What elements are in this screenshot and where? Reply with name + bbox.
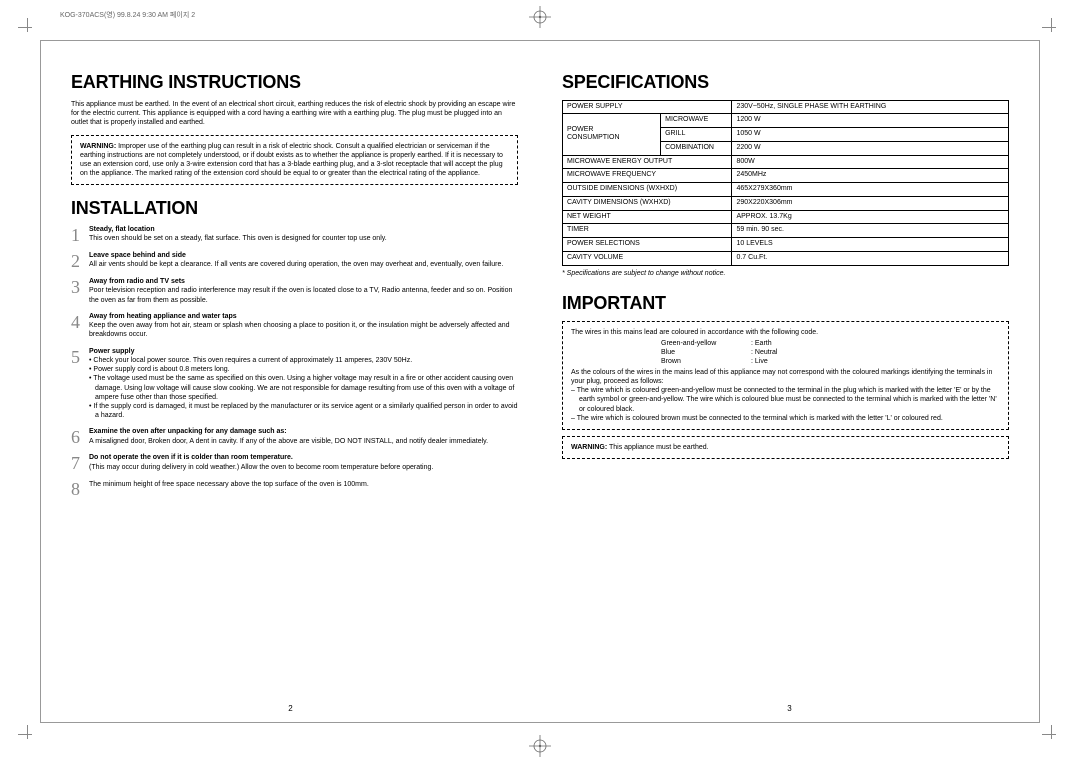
spec-value: 1200 W	[732, 114, 1009, 128]
spec-value: 290X220X306mm	[732, 196, 1009, 210]
install-title: Examine the oven after unpacking for any…	[89, 428, 518, 437]
spec-label: NET WEIGHT	[563, 210, 732, 224]
warning-label-2: WARNING:	[571, 444, 607, 451]
wire-row: Green-and-yellow: Earth	[661, 339, 801, 348]
earthing-warning-box: WARNING: Improper use of the earthing pl…	[71, 135, 518, 185]
wire-color: Green-and-yellow	[661, 339, 751, 348]
important-bullet: The wire which is coloured green-and-yel…	[571, 386, 1000, 413]
wire-row: Blue: Neutral	[661, 348, 801, 357]
spec-label: POWER SUPPLY	[563, 100, 732, 114]
install-number: 7	[71, 454, 89, 472]
install-item: 4Away from heating appliance and water t…	[71, 313, 518, 340]
heading-installation: Installation	[71, 197, 518, 220]
spec-note: * Specifications are subject to change w…	[562, 270, 1009, 279]
spec-label: MICROWAVE FREQUENCY	[563, 169, 732, 183]
install-number: 8	[71, 480, 89, 498]
install-text: (This may occur during delivery in cold …	[89, 463, 518, 472]
spec-label: OUTSIDE DIMENSIONS (WXHXD)	[563, 183, 732, 197]
page-spread: Earthing Instructions This appliance mus…	[40, 40, 1040, 723]
install-item: 1Steady, flat locationThis oven should b…	[71, 226, 518, 244]
spec-sublabel: COMBINATION	[661, 141, 732, 155]
install-text: Keep the oven away from hot air, steam o…	[89, 321, 518, 339]
wire-meaning: : Earth	[751, 339, 801, 348]
important-line1: The wires in this mains lead are coloure…	[571, 328, 1000, 337]
wire-color: Brown	[661, 357, 751, 366]
install-title: Power supply	[89, 348, 518, 357]
spec-value: APPROX. 13.7Kg	[732, 210, 1009, 224]
install-title: Do not operate the oven if it is colder …	[89, 454, 518, 463]
install-title: Steady, flat location	[89, 226, 518, 235]
warning-box-2: WARNING: This appliance must be earthed.	[562, 436, 1009, 459]
page-left: Earthing Instructions This appliance mus…	[41, 41, 540, 722]
header-slug: KOG-370ACS(영) 99.8.24 9:30 AM 페이지 2	[60, 10, 195, 20]
spec-value: 2450MHz	[732, 169, 1009, 183]
install-text: A misaligned door, Broken door, A dent i…	[89, 437, 518, 446]
page-number-left: 2	[288, 704, 292, 714]
install-title: Away from radio and TV sets	[89, 278, 518, 287]
page-number-right: 3	[787, 704, 791, 714]
spec-value: 59 min. 90 sec.	[732, 224, 1009, 238]
wire-row: Brown: Live	[661, 357, 801, 366]
spec-label: POWERCONSUMPTION	[563, 114, 661, 155]
install-item: 3Away from radio and TV setsPoor televis…	[71, 278, 518, 305]
page-right: Specifications POWER SUPPLY230V~50Hz, SI…	[540, 41, 1039, 722]
spec-label: CAVITY VOLUME	[563, 251, 732, 265]
install-number: 3	[71, 278, 89, 305]
wire-meaning: : Neutral	[751, 348, 801, 357]
important-box: The wires in this mains lead are coloure…	[562, 321, 1009, 430]
spec-table: POWER SUPPLY230V~50Hz, SINGLE PHASE WITH…	[562, 100, 1009, 266]
earthing-warning-text: Improper use of the earthing plug can re…	[80, 143, 503, 177]
install-number: 2	[71, 252, 89, 270]
spec-label: POWER SELECTIONS	[563, 238, 732, 252]
heading-earthing: Earthing Instructions	[71, 71, 518, 94]
install-text: The minimum height of free space necessa…	[89, 480, 518, 489]
install-item: 5Power supply• Check your local power so…	[71, 348, 518, 420]
spec-sublabel: GRILL	[661, 128, 732, 142]
install-item: 2Leave space behind and sideAll air vent…	[71, 252, 518, 270]
important-bullets: The wire which is coloured green-and-yel…	[571, 386, 1000, 422]
spec-value: 800W	[732, 155, 1009, 169]
install-number: 6	[71, 428, 89, 446]
important-para: As the colours of the wires in the mains…	[571, 368, 1000, 386]
installation-list: 1Steady, flat locationThis oven should b…	[71, 226, 518, 498]
warning-text-2: This appliance must be earthed.	[607, 444, 708, 451]
spec-value: 0.7 Cu.Ft.	[732, 251, 1009, 265]
install-item: 7Do not operate the oven if it is colder…	[71, 454, 518, 472]
wire-meaning: : Live	[751, 357, 801, 366]
wire-color-table: Green-and-yellow: EarthBlue: NeutralBrow…	[661, 339, 801, 366]
earthing-intro: This appliance must be earthed. In the e…	[71, 100, 518, 127]
spec-label: CAVITY DIMENSIONS (WXHXD)	[563, 196, 732, 210]
install-text: All air vents should be kept a clearance…	[89, 260, 518, 269]
install-text: Poor television reception and radio inte…	[89, 286, 518, 304]
install-item: 6Examine the oven after unpacking for an…	[71, 428, 518, 446]
install-number: 5	[71, 348, 89, 420]
spec-value: 230V~50Hz, SINGLE PHASE WITH EARTHING	[732, 100, 1009, 114]
spec-value: 465X279X360mm	[732, 183, 1009, 197]
warning-label: WARNING:	[80, 143, 116, 150]
install-title: Leave space behind and side	[89, 252, 518, 261]
spec-value: 2200 W	[732, 141, 1009, 155]
install-bullets: • Check your local power source. This ov…	[89, 356, 518, 420]
install-number: 4	[71, 313, 89, 340]
spec-value: 10 LEVELS	[732, 238, 1009, 252]
heading-specifications: Specifications	[562, 71, 1009, 94]
install-title: Away from heating appliance and water ta…	[89, 313, 518, 322]
important-bullet: The wire which is coloured brown must be…	[571, 414, 1000, 423]
install-text: This oven should be set on a steady, fla…	[89, 234, 518, 243]
spec-label: TIMER	[563, 224, 732, 238]
spec-value: 1050 W	[732, 128, 1009, 142]
install-item: 8The minimum height of free space necess…	[71, 480, 518, 498]
heading-important: Important	[562, 292, 1009, 315]
spec-sublabel: MICROWAVE	[661, 114, 732, 128]
install-number: 1	[71, 226, 89, 244]
spec-label: MICROWAVE ENERGY OUTPUT	[563, 155, 732, 169]
registration-mark-icon	[529, 735, 551, 757]
wire-color: Blue	[661, 348, 751, 357]
registration-mark-icon	[529, 6, 551, 28]
